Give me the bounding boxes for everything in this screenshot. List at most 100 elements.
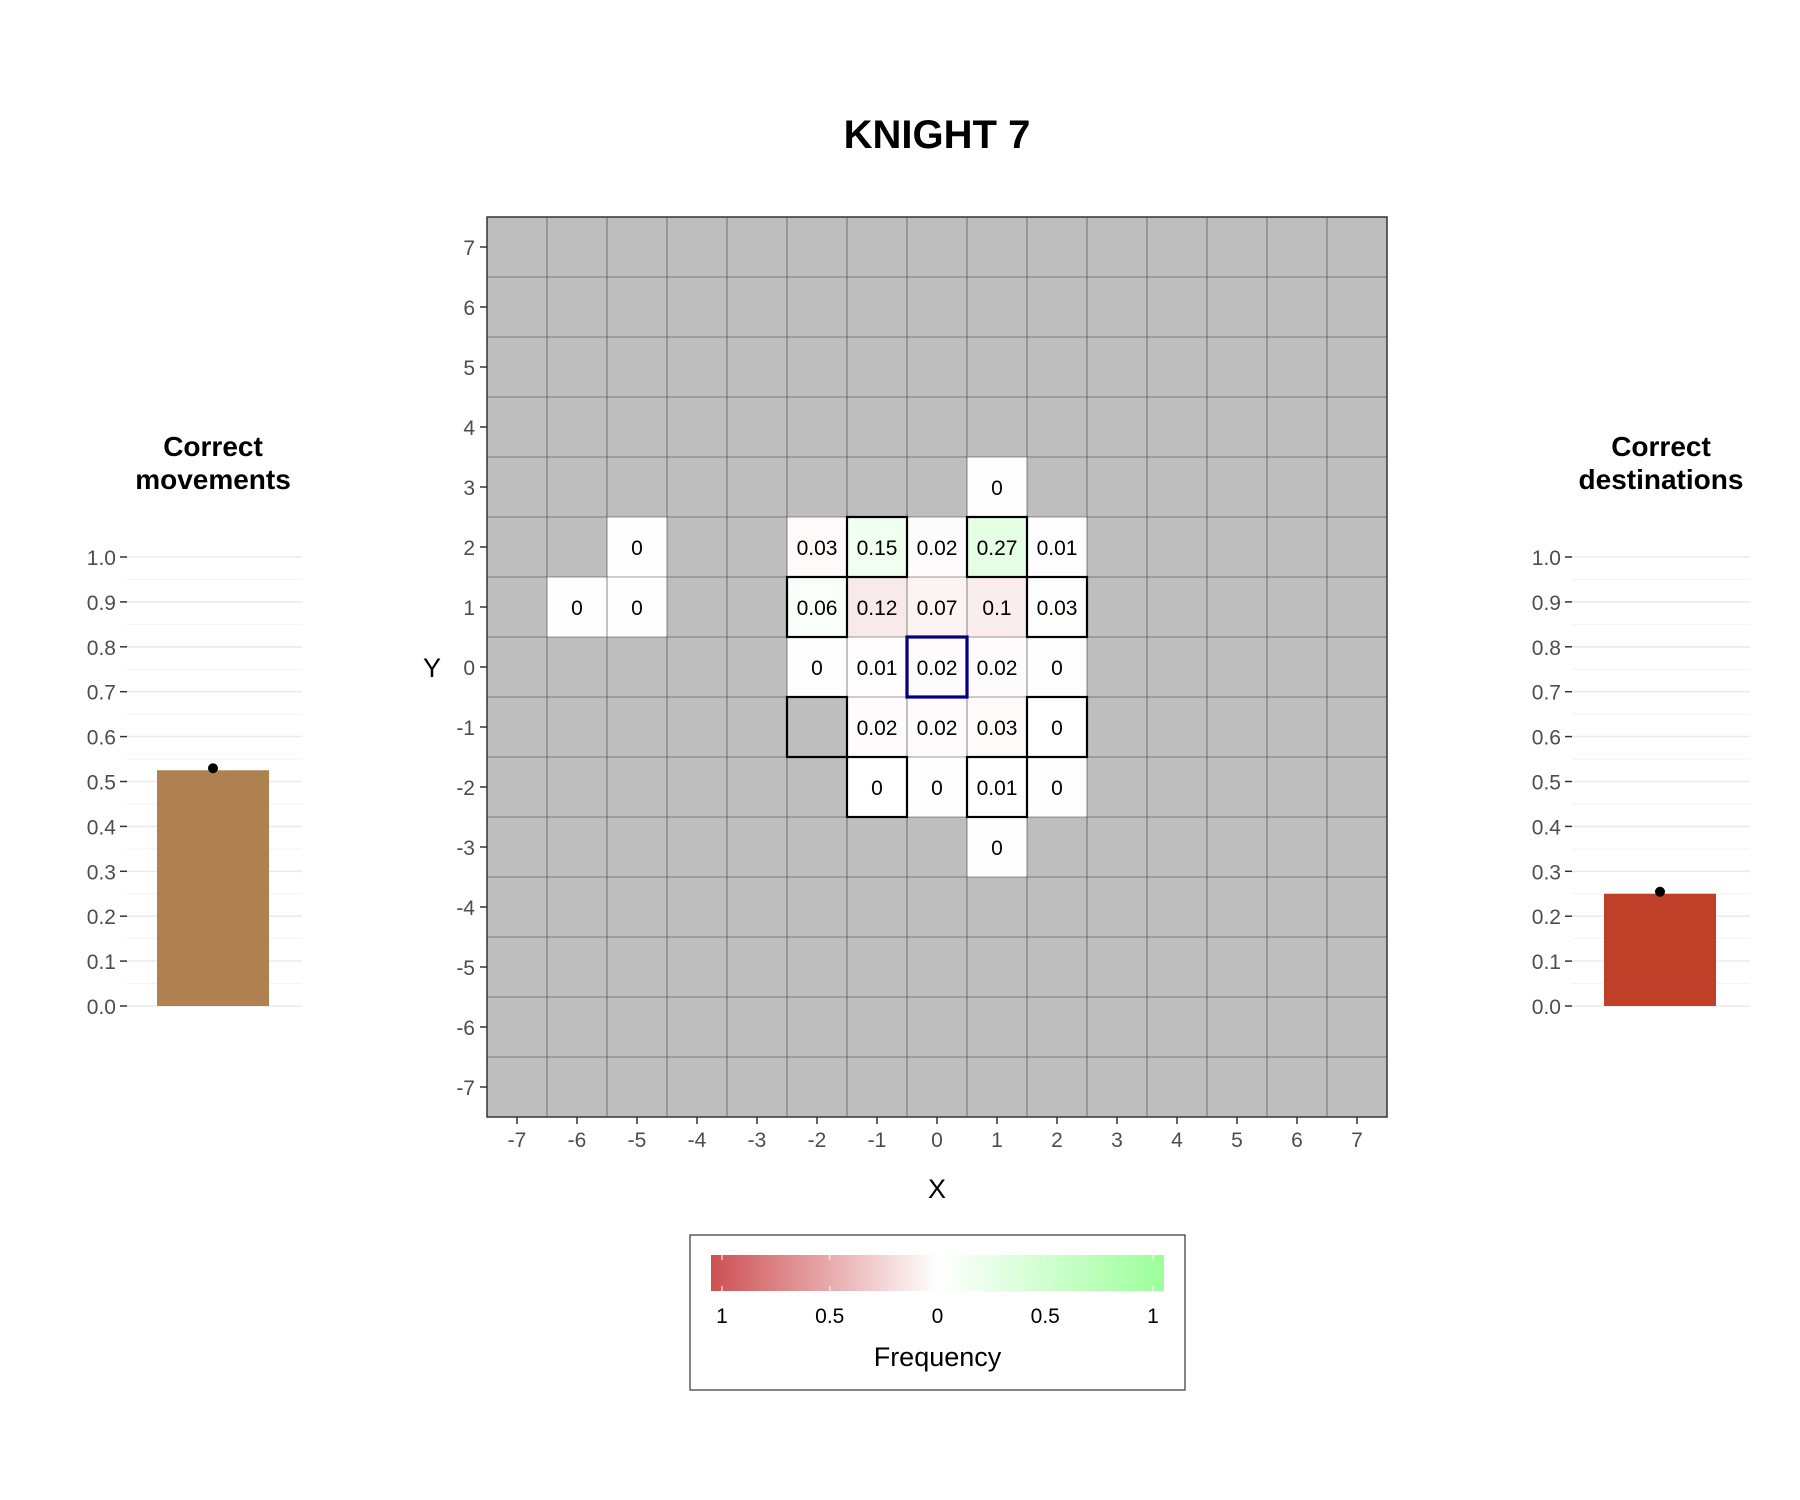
y-tick-label: -6 [456,1017,475,1040]
cell-value-label: 0.1 [982,597,1011,620]
bar [157,770,269,1006]
cell-value-label: 0 [991,477,1003,500]
start-cell-outline [905,635,969,699]
y-tick-label: -3 [456,837,475,860]
heatmap-cell [1027,757,1087,817]
y-tick-label: -7 [456,1077,475,1100]
y-tick-label: 0.5 [1532,772,1561,795]
cell-value-label: 0.06 [797,597,838,620]
movements-bar-plot: 0.0 0.1 0.2 0.3 0.4 0.5 0.6 0.7 0.8 0.9 1.0 [87,547,302,1019]
y-tick-label: -2 [456,777,475,800]
heatmap-cell [967,697,1027,757]
cell-value-label: 0.01 [977,777,1018,800]
cell-value-label: 0 [1051,777,1063,800]
cell-value-label: 0 [631,537,643,560]
frequency-legend: 1 0.5 0 0.5 1 Frequency [689,1234,1186,1391]
cell-value-label: 0.03 [797,537,838,560]
y-tick-label: 0.7 [87,682,116,705]
y-tick-label: 0.9 [1532,592,1561,615]
cell-value-label: 0.03 [1037,597,1078,620]
heatmap-cell [967,457,1027,517]
target-cell-outline [785,695,849,759]
x-tick-label: -5 [628,1129,647,1152]
target-cell-outline [1025,695,1089,759]
x-tick-label: 1 [991,1129,1003,1152]
legend-tick-label: 0.5 [815,1305,844,1328]
y-tick-label: 0.8 [1532,637,1561,660]
cell-value-label: 0 [631,597,643,620]
heatmap-cell [847,637,907,697]
cell-value-label: 0.01 [1037,537,1078,560]
y-tick-label: 0.7 [1532,682,1561,705]
y-tick-label: 0.9 [87,592,116,615]
y-tick-label: 1 [463,597,475,620]
bar [1604,893,1716,1006]
y-tick-label: 7 [463,237,475,260]
x-tick-label: 6 [1291,1129,1303,1152]
y-tick-label: 0 [463,657,475,680]
heatmap-cell [967,817,1027,877]
heatmap-cell [607,577,667,637]
heatmap-cell [607,517,667,577]
y-tick-label: 1.0 [1532,547,1561,570]
y-tick-label: 1.0 [87,547,116,570]
cell-value-label: 0.27 [977,537,1018,560]
heatmap-cell [967,757,1027,817]
heatmap-cell [787,517,847,577]
target-cell-outline [785,575,849,639]
heatmap-cell [1027,517,1087,577]
y-tick-label: 4 [463,417,475,440]
heatmap-cell [907,757,967,817]
cell-value-label: 0 [811,657,823,680]
cell-value-label: 0 [931,777,943,800]
x-tick-label: -7 [508,1129,527,1152]
legend-tick-label: 1 [1147,1305,1159,1328]
bar-point [1655,886,1665,897]
y-tick-label: 0.8 [87,637,116,660]
correct-movements-panel: Correct movements 0.00.10.20.30.40.50.60… [87,431,302,1019]
heatmap-cell [907,517,967,577]
cell-value-label: 0 [1051,717,1063,740]
legend-colorbar [711,1255,1164,1291]
x-tick-label: 0 [931,1129,943,1152]
y-tick-label: 0.4 [87,816,117,839]
destinations-title-line1: Correct [1611,431,1711,462]
heatmap-cell [847,757,907,817]
cell-value-label: 0.02 [977,657,1018,680]
target-cell-outline [965,515,1029,579]
x-tick-label: -3 [748,1129,767,1152]
y-tick-label: -4 [456,897,475,920]
cell-value-label: 0.02 [917,657,958,680]
y-tick-label: 0.3 [1532,861,1561,884]
y-tick-label: 2 [463,537,475,560]
cell-value-label: 0 [871,777,883,800]
x-tick-label: 4 [1171,1129,1183,1152]
y-tick-label: -5 [456,957,475,980]
correct-destinations-panel: Correct destinations 0.00.10.20.30.40.50… [1532,431,1750,1019]
heatmap-cell [907,697,967,757]
heatmap-cell [847,517,907,577]
x-tick-label: -4 [688,1129,707,1152]
legend-tick-label: 0 [932,1305,944,1328]
cell-value-label: 0.02 [857,717,898,740]
x-tick-label: 3 [1111,1129,1123,1152]
y-tick-label: 0.2 [87,906,116,929]
x-axis-label: X [928,1174,946,1204]
x-tick-label: -6 [568,1129,587,1152]
cell-value-label: 0.01 [857,657,898,680]
target-cell-outline [965,755,1029,819]
heatmap-cell [1027,697,1087,757]
y-tick-label: 5 [463,357,475,380]
heatmap-cell [1027,637,1087,697]
heatmap-cell [967,577,1027,637]
heatmap-cell [907,637,967,697]
heatmap-cell [967,637,1027,697]
y-tick-label: 6 [463,297,475,320]
movements-title-line2: movements [135,464,291,495]
cell-value-label: 0.12 [857,597,898,620]
y-tick-label: 0.2 [1532,906,1561,929]
heatmap-cell [847,577,907,637]
target-cell-outline [845,515,909,579]
legend-tick-label: 1 [716,1305,728,1328]
